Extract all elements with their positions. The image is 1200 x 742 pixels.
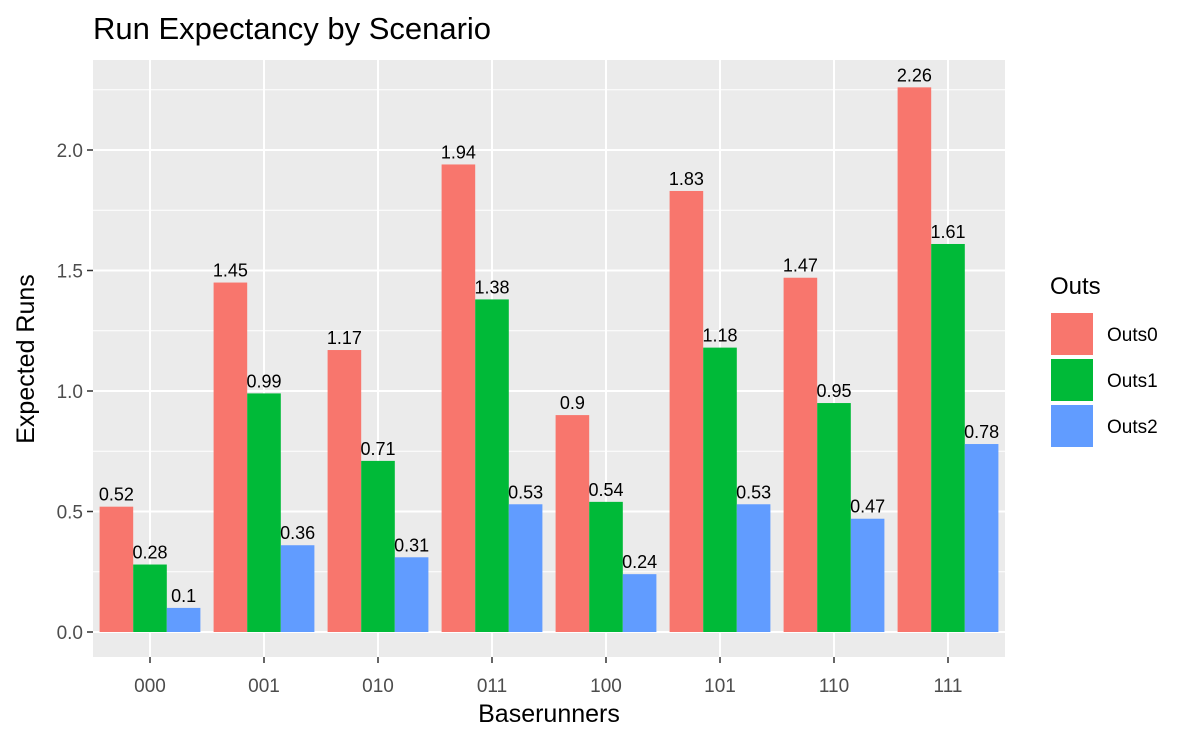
data-label-outs2-001: 0.36 bbox=[280, 523, 315, 543]
legend-label-outs0: Outs0 bbox=[1107, 325, 1158, 346]
bar-outs0-001 bbox=[213, 282, 248, 632]
data-label-outs0-101: 1.83 bbox=[669, 169, 704, 189]
data-label-outs1-111: 1.61 bbox=[930, 222, 965, 242]
x-axis-ticks: 000 001 010 011 100 101 110 111 bbox=[134, 657, 962, 697]
legend-label-outs2: Outs2 bbox=[1107, 417, 1158, 438]
data-label-outs1-100: 0.54 bbox=[588, 480, 623, 500]
data-label-outs2-110: 0.47 bbox=[850, 497, 885, 517]
y-tick-label: 0.5 bbox=[57, 503, 83, 524]
bar-outs1-111 bbox=[931, 243, 965, 633]
bar-outs1-000 bbox=[133, 564, 167, 632]
bar-outs2-100 bbox=[622, 574, 657, 632]
y-tick-label: 2.0 bbox=[57, 141, 83, 162]
legend: Outs Outs0 Outs1 Outs2 bbox=[1049, 273, 1158, 449]
x-tick-label: 011 bbox=[477, 676, 507, 697]
x-tick-label: 010 bbox=[362, 676, 394, 697]
data-label-outs1-101: 1.18 bbox=[702, 326, 737, 346]
x-tick-label: 001 bbox=[248, 676, 280, 697]
bar-outs2-111 bbox=[964, 444, 999, 632]
bars bbox=[99, 87, 999, 633]
legend-label-outs1: Outs1 bbox=[1107, 371, 1158, 392]
data-label-outs1-000: 0.28 bbox=[132, 543, 167, 563]
bar-outs0-111 bbox=[897, 87, 932, 633]
bar-outs1-011 bbox=[475, 299, 509, 632]
bar-outs1-001 bbox=[247, 393, 281, 632]
data-label-outs2-111: 0.78 bbox=[964, 422, 999, 442]
bar-outs1-101 bbox=[703, 347, 737, 632]
y-tick-label: 1.5 bbox=[57, 262, 83, 283]
x-tick-label: 100 bbox=[590, 676, 622, 697]
bar-outs2-101 bbox=[736, 504, 771, 632]
data-label-outs0-011: 1.94 bbox=[441, 142, 476, 162]
data-label-outs0-000: 0.52 bbox=[99, 485, 134, 505]
x-axis-title: Baserunners bbox=[478, 700, 620, 728]
legend-key-outs2 bbox=[1049, 403, 1095, 449]
legend-key-outs1 bbox=[1049, 357, 1095, 403]
bar-outs2-010 bbox=[394, 557, 429, 632]
bar-outs1-100 bbox=[589, 501, 623, 632]
data-label-outs1-010: 0.71 bbox=[360, 439, 395, 459]
data-label-outs2-101: 0.53 bbox=[736, 482, 771, 502]
y-axis-title: Expected Runs bbox=[12, 274, 40, 444]
bar-outs0-011 bbox=[441, 164, 476, 632]
data-label-outs0-010: 1.17 bbox=[327, 328, 362, 348]
bar-outs2-001 bbox=[280, 545, 315, 632]
data-labels: 0.52 0.28 0.1 1.45 0.99 0.36 1.17 0.71 0.31 1.94 1… bbox=[99, 65, 999, 606]
data-label-outs1-001: 0.99 bbox=[246, 371, 281, 391]
data-label-outs2-100: 0.24 bbox=[622, 552, 657, 572]
data-label-outs2-010: 0.31 bbox=[394, 535, 429, 555]
data-label-outs1-011: 1.38 bbox=[474, 277, 509, 297]
bar-outs2-110 bbox=[850, 518, 885, 632]
data-label-outs0-100: 0.9 bbox=[560, 393, 585, 413]
data-label-outs1-110: 0.95 bbox=[816, 381, 851, 401]
bar-outs1-010 bbox=[361, 460, 395, 632]
chart-title: Run Expectancy by Scenario bbox=[93, 11, 491, 46]
bar-outs0-010 bbox=[327, 350, 362, 632]
data-label-outs2-000: 0.1 bbox=[171, 586, 196, 606]
bar-outs0-000 bbox=[99, 506, 134, 632]
data-label-outs2-011: 0.53 bbox=[508, 482, 543, 502]
bar-outs0-110 bbox=[783, 277, 818, 632]
x-tick-label: 111 bbox=[934, 676, 963, 697]
x-tick-label: 000 bbox=[134, 676, 166, 697]
x-tick-label: 101 bbox=[704, 676, 736, 697]
data-label-outs0-001: 1.45 bbox=[213, 261, 248, 281]
bar-outs0-101 bbox=[669, 190, 704, 632]
legend-key-outs0 bbox=[1049, 311, 1095, 357]
data-label-outs0-111: 2.26 bbox=[897, 65, 932, 85]
bar-outs0-100 bbox=[555, 415, 590, 632]
y-tick-label: 0.0 bbox=[57, 623, 83, 644]
bar-outs2-000 bbox=[166, 607, 201, 632]
bar-outs1-110 bbox=[817, 403, 851, 632]
x-tick-label: 110 bbox=[819, 676, 849, 697]
y-axis-ticks: 0.0 0.5 1.0 1.5 2.0 bbox=[57, 141, 93, 644]
bar-outs2-011 bbox=[508, 504, 543, 632]
y-tick-label: 1.0 bbox=[57, 382, 83, 403]
data-label-outs0-110: 1.47 bbox=[783, 256, 818, 276]
legend-title: Outs bbox=[1050, 273, 1101, 300]
